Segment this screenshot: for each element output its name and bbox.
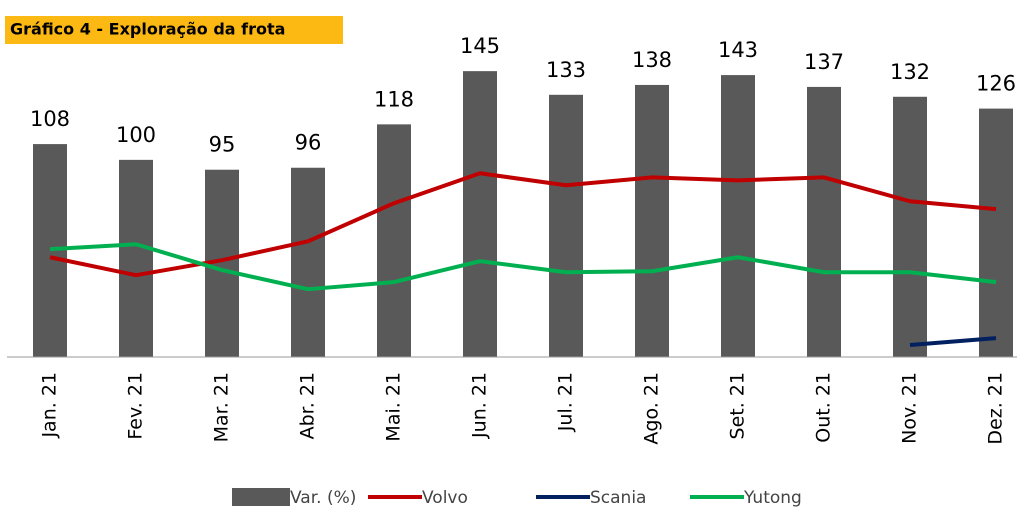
legend-swatch: [232, 488, 290, 506]
legend-label: Var. (%): [290, 488, 356, 508]
data-label: 143: [718, 38, 758, 62]
bar: [979, 108, 1013, 357]
x-tick-label: Nov. 21: [899, 372, 921, 444]
bar: [291, 167, 325, 357]
bar: [377, 124, 411, 357]
line: [49, 171, 997, 278]
legend-label: Volvo: [422, 488, 468, 508]
data-label: 100: [116, 123, 156, 147]
legend-label: Yutong: [743, 488, 802, 508]
data-label: 132: [890, 60, 930, 84]
data-label: 108: [30, 107, 70, 131]
bar: [119, 159, 153, 357]
x-tick-label: Dez. 21: [985, 372, 1007, 445]
chart-title: Gráfico 4 - Exploração da frota: [10, 20, 285, 39]
bar: [635, 84, 669, 357]
data-label: 145: [460, 34, 500, 58]
x-tick-label: Abr. 21: [297, 372, 319, 439]
x-tick-label: Out. 21: [813, 372, 835, 443]
data-label: 137: [804, 50, 844, 74]
bar: [721, 75, 755, 357]
x-tick-label: Jun. 21: [469, 372, 491, 439]
title-box: [5, 16, 343, 44]
bar: [549, 94, 583, 358]
x-tick-label: Jan. 21: [39, 372, 61, 439]
line: [909, 336, 997, 347]
bar: [33, 144, 67, 357]
x-tick-label: Mai. 21: [383, 372, 405, 442]
legend-label: Scania: [590, 488, 646, 508]
bar: [463, 71, 497, 358]
line: [49, 242, 997, 292]
data-label: 118: [374, 87, 414, 111]
x-tick-label: Ago. 21: [641, 372, 663, 445]
data-label: 126: [976, 72, 1016, 96]
x-tick-label: Fev. 21: [125, 372, 147, 440]
x-tick-label: Mar. 21: [211, 372, 233, 442]
data-label: 138: [632, 48, 672, 72]
data-label: 96: [295, 131, 322, 155]
x-tick-label: Set. 21: [727, 372, 749, 439]
x-tick-label: Jul. 21: [555, 372, 577, 432]
data-label: 95: [209, 133, 236, 157]
data-label: 133: [546, 58, 586, 82]
bar: [893, 96, 927, 358]
bar: [807, 86, 841, 358]
